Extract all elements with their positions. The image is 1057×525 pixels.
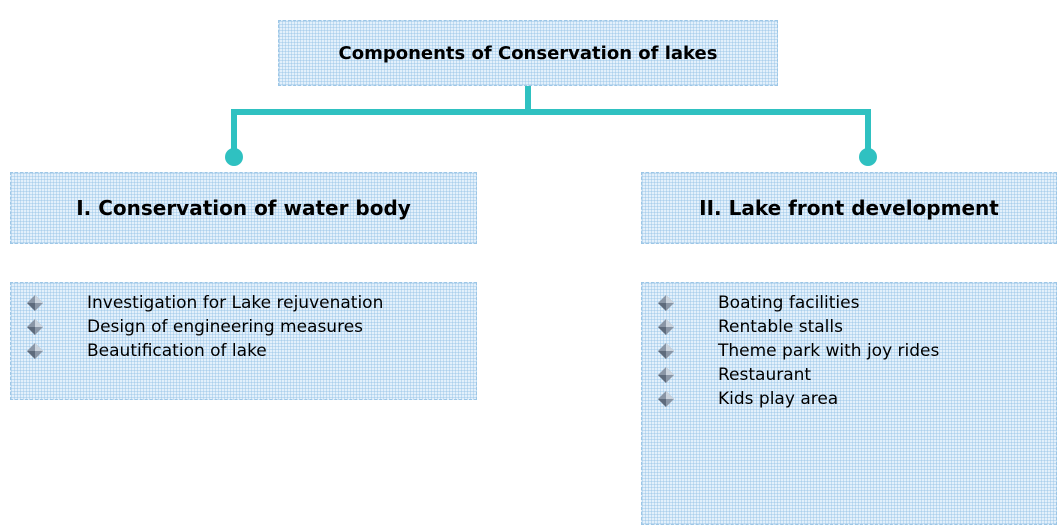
item-text: Restaurant xyxy=(718,365,812,385)
bullet-icon xyxy=(658,319,674,335)
list-item: Boating facilities xyxy=(642,291,1056,315)
item-list: Boating facilities Rentable stalls Theme p… xyxy=(641,282,1057,525)
connector-dot xyxy=(225,148,243,166)
branch-heading: II. Lake front development xyxy=(699,196,999,220)
item-list: Investigation for Lake rejuvenation Desig… xyxy=(10,282,477,400)
list-item: Beautification of lake xyxy=(11,339,476,363)
branch-heading-box: II. Lake front development xyxy=(641,172,1057,244)
branch-heading-box: I. Conservation of water body xyxy=(10,172,477,244)
item-text: Boating facilities xyxy=(718,293,860,313)
item-text: Rentable stalls xyxy=(718,317,843,337)
bullet-icon xyxy=(658,391,674,407)
branch-heading: I. Conservation of water body xyxy=(76,196,411,220)
item-text: Beautification of lake xyxy=(87,341,267,361)
title: Components of Conservation of lakes xyxy=(338,42,718,64)
list-item: Theme park with joy rides xyxy=(642,339,1056,363)
list-item: Investigation for Lake rejuvenation xyxy=(11,291,476,315)
bullet-icon xyxy=(658,295,674,311)
bullet-icon xyxy=(658,367,674,383)
title-box: Components of Conservation of lakes xyxy=(278,20,778,86)
list-item: Rentable stalls xyxy=(642,315,1056,339)
list-item: Restaurant xyxy=(642,363,1056,387)
bullet-icon xyxy=(658,343,674,359)
connector-line xyxy=(231,109,871,150)
item-text: Kids play area xyxy=(718,389,839,409)
bullet-icon xyxy=(27,295,43,311)
bullet-icon xyxy=(27,343,43,359)
list-item: Kids play area xyxy=(642,387,1056,411)
item-text: Design of engineering measures xyxy=(87,317,364,337)
bullet-icon xyxy=(27,319,43,335)
list-item: Design of engineering measures xyxy=(11,315,476,339)
connector-dot xyxy=(859,148,877,166)
item-text: Investigation for Lake rejuvenation xyxy=(87,293,384,313)
item-text: Theme park with joy rides xyxy=(718,341,940,361)
